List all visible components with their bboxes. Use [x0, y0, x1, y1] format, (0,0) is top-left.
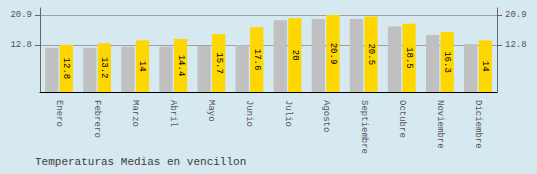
svg-text:17.6: 17.6 [252, 49, 262, 71]
svg-text:Agosto: Agosto [321, 100, 331, 132]
svg-text:Septiembre: Septiembre [359, 100, 369, 154]
svg-text:12.8: 12.8 [61, 58, 71, 80]
svg-text:Octubre: Octubre [397, 100, 407, 138]
svg-text:Temperaturas Medias en vencill: Temperaturas Medias en vencillon [35, 156, 246, 168]
svg-text:12.8: 12.8 [10, 40, 32, 50]
svg-text:20.9: 20.9 [10, 10, 32, 20]
svg-text:20.9: 20.9 [505, 10, 527, 20]
svg-text:Enero: Enero [54, 100, 64, 127]
svg-text:Marzo: Marzo [130, 100, 140, 127]
svg-text:Noviembre: Noviembre [435, 100, 445, 149]
svg-text:Abril: Abril [168, 100, 178, 127]
svg-text:Julio: Julio [283, 100, 293, 127]
svg-text:Febrero: Febrero [92, 100, 102, 138]
svg-text:20.9: 20.9 [328, 43, 338, 65]
svg-text:18.5: 18.5 [404, 47, 414, 69]
svg-text:14: 14 [137, 61, 147, 72]
svg-text:Junio: Junio [244, 100, 254, 127]
svg-text:Diciembre: Diciembre [473, 100, 483, 149]
svg-text:20.5: 20.5 [366, 43, 376, 65]
svg-text:12.8: 12.8 [505, 40, 527, 50]
svg-text:Mayo: Mayo [206, 100, 216, 122]
svg-text:20: 20 [290, 50, 300, 61]
svg-text:13.2: 13.2 [99, 57, 109, 79]
svg-text:15.7: 15.7 [214, 52, 224, 74]
svg-text:14.4: 14.4 [176, 55, 186, 77]
svg-text:14: 14 [480, 61, 490, 72]
svg-text:16.3: 16.3 [442, 51, 452, 73]
